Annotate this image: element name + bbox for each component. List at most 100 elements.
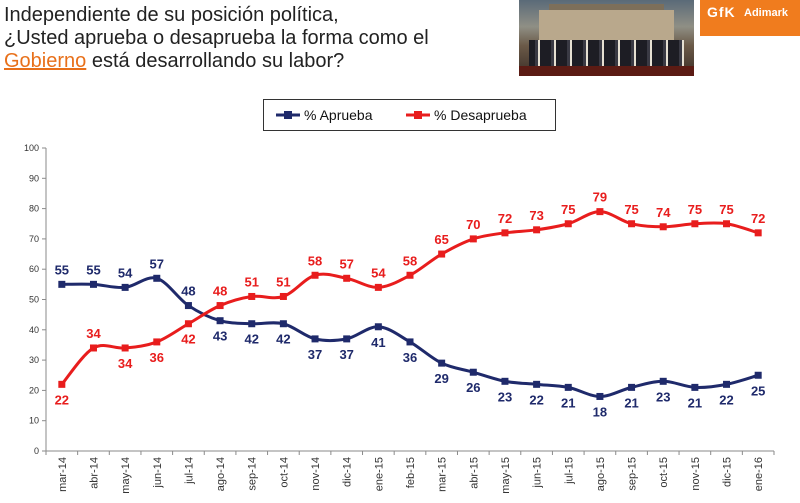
legend-label-desaprueba: % Desaprueba (434, 107, 527, 123)
data-label-desaprueba: 22 (55, 392, 69, 407)
data-label-desaprueba: 36 (150, 350, 164, 365)
government-group-photo (519, 0, 694, 76)
data-point-desaprueba (596, 208, 604, 216)
title-line-2: ¿Usted aprueba o desaprueba la forma com… (4, 27, 429, 49)
data-label-aprueba: 23 (498, 389, 512, 404)
data-label-desaprueba: 57 (339, 256, 353, 271)
logo-partner: Adimark (744, 7, 789, 19)
y-tick-label: 50 (29, 295, 39, 305)
data-point-desaprueba (153, 338, 161, 346)
data-point-aprueba (248, 320, 256, 328)
y-tick-label: 0 (34, 446, 39, 456)
data-point-aprueba (58, 280, 66, 288)
data-point-aprueba (564, 383, 572, 391)
legend-marker-desaprueba (406, 111, 430, 119)
data-label-aprueba: 25 (751, 383, 765, 398)
data-point-desaprueba (279, 292, 287, 300)
data-point-aprueba (153, 274, 161, 282)
legend-marker-aprueba (276, 111, 300, 119)
data-label-desaprueba: 34 (118, 356, 133, 371)
y-tick-label: 70 (29, 234, 39, 244)
x-tick-label: dic-14 (342, 457, 354, 487)
data-label-desaprueba: 34 (86, 326, 101, 341)
data-label-aprueba: 18 (593, 404, 607, 419)
data-point-desaprueba (216, 302, 224, 310)
data-label-aprueba: 23 (656, 389, 670, 404)
data-label-aprueba: 37 (308, 347, 322, 362)
chart-legend: % Aprueba % Desaprueba (263, 99, 556, 131)
data-label-desaprueba: 51 (245, 274, 259, 289)
x-tick-label: mar-15 (437, 457, 449, 492)
y-tick-label: 40 (29, 325, 39, 335)
y-tick-label: 30 (29, 355, 39, 365)
data-point-desaprueba (564, 220, 572, 228)
data-point-aprueba (89, 280, 97, 288)
data-point-aprueba (596, 392, 604, 400)
data-label-aprueba: 42 (276, 332, 290, 347)
data-label-aprueba: 21 (561, 395, 575, 410)
data-point-desaprueba (659, 223, 667, 231)
x-tick-label: jul-14 (183, 457, 195, 485)
data-label-desaprueba: 74 (656, 205, 671, 220)
title-line-3-rest: está desarrollando su labor? (86, 50, 345, 72)
data-label-aprueba: 22 (719, 392, 733, 407)
data-label-aprueba: 29 (434, 371, 448, 386)
data-label-desaprueba: 42 (181, 332, 195, 347)
gfk-adimark-logo: GfK Adimark (700, 0, 800, 36)
x-tick-label: may-15 (500, 457, 512, 494)
data-point-desaprueba (754, 229, 762, 237)
x-tick-label: ago-14 (215, 457, 227, 491)
data-label-aprueba: 42 (245, 332, 259, 347)
x-tick-label: jun-14 (152, 457, 164, 489)
data-point-aprueba (438, 359, 446, 367)
data-point-aprueba (691, 383, 699, 391)
data-point-aprueba (469, 368, 477, 376)
data-label-aprueba: 21 (688, 395, 702, 410)
data-point-aprueba (754, 371, 762, 379)
x-tick-label: jun-15 (532, 457, 544, 489)
data-label-desaprueba: 65 (434, 232, 448, 247)
data-point-desaprueba (89, 344, 97, 352)
x-tick-label: feb-15 (405, 457, 417, 488)
data-label-desaprueba: 75 (688, 202, 702, 217)
data-point-aprueba (406, 338, 414, 346)
y-tick-label: 80 (29, 204, 39, 214)
data-label-desaprueba: 79 (593, 190, 607, 205)
data-point-aprueba (374, 323, 382, 331)
x-tick-label: oct-14 (278, 457, 290, 488)
data-label-aprueba: 48 (181, 284, 195, 299)
title-highlight: Gobierno (4, 50, 87, 72)
legend-label-aprueba: % Aprueba (304, 107, 373, 123)
data-label-desaprueba: 58 (308, 253, 322, 268)
data-label-desaprueba: 75 (624, 202, 638, 217)
data-label-aprueba: 37 (339, 347, 353, 362)
x-tick-label: jul-15 (563, 457, 575, 485)
x-tick-label: sep-15 (627, 457, 639, 491)
data-label-desaprueba: 54 (371, 265, 386, 280)
approval-line-chart: 0 10 20 30 40 50 60 70 80 90 100 mar-14 abr-14 may-14… (24, 143, 775, 494)
data-point-desaprueba (58, 380, 66, 388)
data-label-desaprueba: 75 (561, 202, 575, 217)
data-label-aprueba: 41 (371, 335, 385, 350)
data-point-desaprueba (533, 226, 541, 234)
data-point-aprueba (343, 335, 351, 343)
data-label-aprueba: 54 (118, 265, 133, 280)
data-point-desaprueba (469, 235, 477, 243)
data-point-aprueba (723, 380, 731, 388)
data-point-desaprueba (184, 320, 192, 328)
x-tick-label: nov-15 (690, 457, 702, 491)
x-tick-label: oct-15 (658, 457, 670, 488)
logo-brand: GfK (707, 4, 736, 20)
data-point-aprueba (216, 317, 224, 325)
y-tick-label: 90 (29, 173, 39, 183)
x-tick-label: nov-14 (310, 457, 322, 491)
data-point-desaprueba (691, 220, 699, 228)
x-tick-label: ene-15 (373, 457, 385, 491)
data-label-aprueba: 21 (624, 395, 638, 410)
data-label-desaprueba: 70 (466, 217, 480, 232)
data-point-desaprueba (438, 250, 446, 258)
y-tick-label: 20 (29, 385, 39, 395)
data-point-desaprueba (311, 271, 319, 279)
header: Independiente de su posición política, ¿… (0, 0, 800, 90)
y-tick-label: 10 (29, 416, 39, 426)
